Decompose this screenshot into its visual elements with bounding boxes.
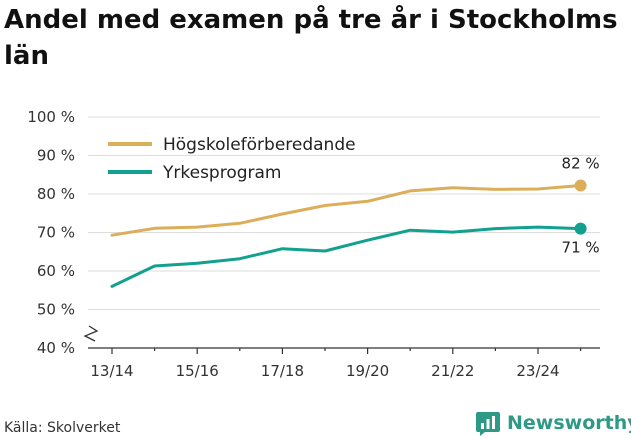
x-tick-label: 19/20 (346, 362, 389, 380)
newsworthy-logo[interactable]: Newsworthy (475, 409, 631, 437)
newsworthy-logo-text: Newsworthy (507, 412, 631, 434)
y-tick-label: 80 % (37, 185, 75, 203)
line-chart: 40 % 50 % 60 % 70 % 80 % 90 % 100 % 13/14 15/16… (27, 108, 600, 380)
y-tick-label: 90 % (37, 147, 75, 165)
newsworthy-logo-icon (476, 412, 500, 436)
x-tick-label: 17/18 (261, 362, 304, 380)
x-tick-label: 13/14 (90, 362, 133, 380)
legend-label-2: Yrkesprogram (162, 163, 282, 183)
legend: Högskoleförberedande Yrkesprogram (108, 135, 356, 183)
series-end-marker-2 (574, 222, 587, 235)
chart-title: Andel med examen på tre år i Stockholms … (4, 5, 618, 71)
y-tick-label: 70 % (37, 224, 75, 242)
axis-break-zigzag (83, 325, 99, 342)
series-lines: 82 % 71 % (110, 155, 600, 288)
series-end-marker-1 (574, 179, 587, 192)
series-end-label-2: 71 % (562, 239, 600, 257)
source-note: Källa: Skolverket (4, 420, 121, 436)
x-tick-label: 23/24 (516, 362, 559, 380)
x-tick-label: 15/16 (176, 362, 219, 380)
y-axis: 40 % 50 % 60 % 70 % 80 % 90 % 100 % (27, 108, 75, 357)
y-tick-label: 60 % (37, 262, 75, 280)
y-tick-label: 40 % (37, 339, 75, 357)
y-tick-label: 100 % (27, 108, 75, 126)
series-line-1 (110, 184, 583, 237)
legend-label-1: Högskoleförberedande (163, 135, 356, 155)
grid-lines (88, 116, 600, 310)
x-tick-label: 21/22 (431, 362, 474, 380)
y-tick-label: 50 % (37, 301, 75, 319)
axis-break-icon (83, 325, 99, 342)
x-axis: 13/14 15/16 17/18 19/20 21/22 23/24 (88, 347, 600, 380)
series-end-label-1: 82 % (562, 155, 600, 173)
series-line-2 (110, 225, 583, 288)
